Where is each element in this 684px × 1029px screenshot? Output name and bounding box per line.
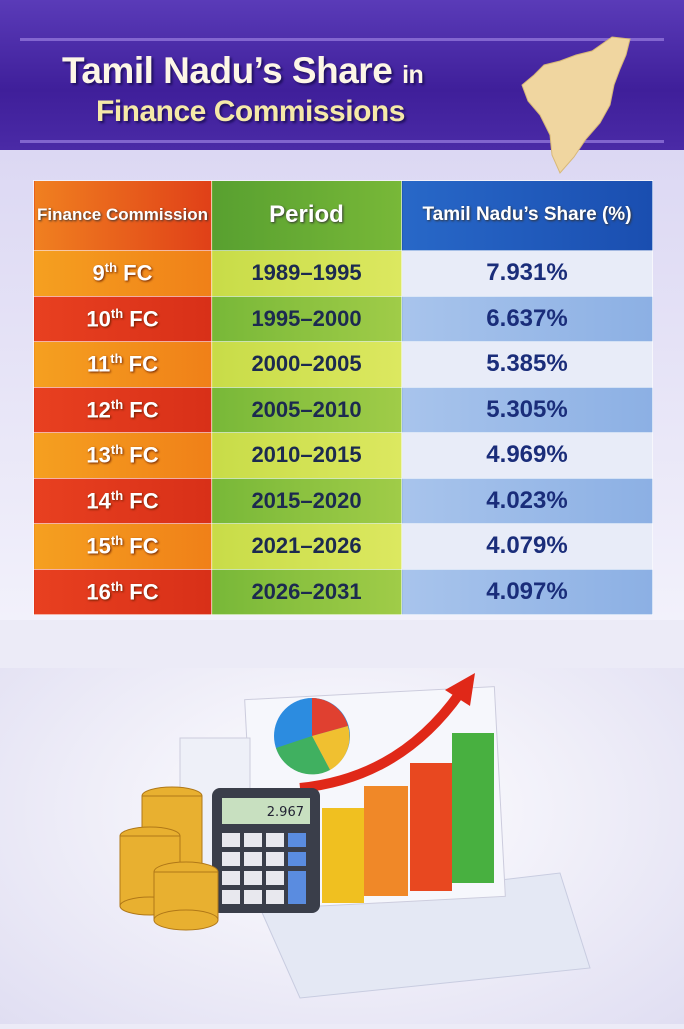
pie-chart-icon (274, 698, 350, 775)
commission-cell: 12th FC (33, 386, 212, 433)
svg-text:2.967: 2.967 (267, 805, 304, 820)
table-row: 15th FC 2021–2026 4.079% (33, 523, 653, 570)
commission-cell: 10th FC (33, 295, 212, 342)
share-cell: 7.931% (401, 250, 653, 297)
tamil-nadu-map-icon (521, 36, 631, 174)
bar-chart-icon (322, 733, 494, 903)
share-cell: 4.079% (401, 523, 653, 570)
calculator-icon: 2.967 (212, 788, 320, 913)
period-cell: 1989–1995 (211, 250, 402, 297)
commission-cell: 14th FC (33, 477, 212, 524)
table-row: 9th FC 1989–1995 7.931% (33, 250, 653, 297)
gold-coins-icon (119, 786, 219, 931)
table-row: 13th FC 2010–2015 4.969% (33, 432, 653, 479)
trend-arrow-icon (299, 690, 465, 793)
share-cell: 4.023% (401, 477, 653, 524)
header-finance-commission: Finance Commission (33, 180, 212, 251)
period-cell: 2021–2026 (211, 523, 402, 570)
commission-cell: 13th FC (33, 432, 212, 479)
title-line1: Tamil Nadu’s Share in (62, 50, 424, 91)
period-cell: 1995–2000 (211, 295, 402, 342)
share-cell: 5.385% (401, 341, 653, 388)
table-row: 16th FC 2026–2031 4.097% (33, 568, 653, 615)
share-cell: 6.637% (401, 295, 653, 342)
period-cell: 2026–2031 (211, 568, 402, 615)
share-cell: 5.305% (401, 386, 653, 433)
finance-illustration: 2.967 (0, 668, 684, 1024)
table-row: 14th FC 2015–2020 4.023% (33, 477, 653, 524)
share-cell: 4.969% (401, 432, 653, 479)
header-period: Period (211, 180, 402, 251)
period-cell: 2015–2020 (211, 477, 402, 524)
commission-cell: 16th FC (33, 568, 212, 615)
commission-cell: 11th FC (33, 341, 212, 388)
commission-cell: 15th FC (33, 523, 212, 570)
table-row: 11th FC 2000–2005 5.385% (33, 341, 653, 388)
finance-commission-table: Finance Commission Period Tamil Nadu’s S… (33, 180, 653, 615)
table-row: 12th FC 2005–2010 5.305% (33, 386, 653, 433)
table-row: 10th FC 1995–2000 6.637% (33, 295, 653, 342)
commission-cell: 9th FC (33, 250, 212, 297)
header-share: Tamil Nadu’s Share (%) (401, 180, 653, 251)
share-cell: 4.097% (401, 568, 653, 615)
period-cell: 2005–2010 (211, 386, 402, 433)
period-cell: 2000–2005 (211, 341, 402, 388)
title-line2: Finance Commissions (96, 95, 405, 128)
period-cell: 2010–2015 (211, 432, 402, 479)
